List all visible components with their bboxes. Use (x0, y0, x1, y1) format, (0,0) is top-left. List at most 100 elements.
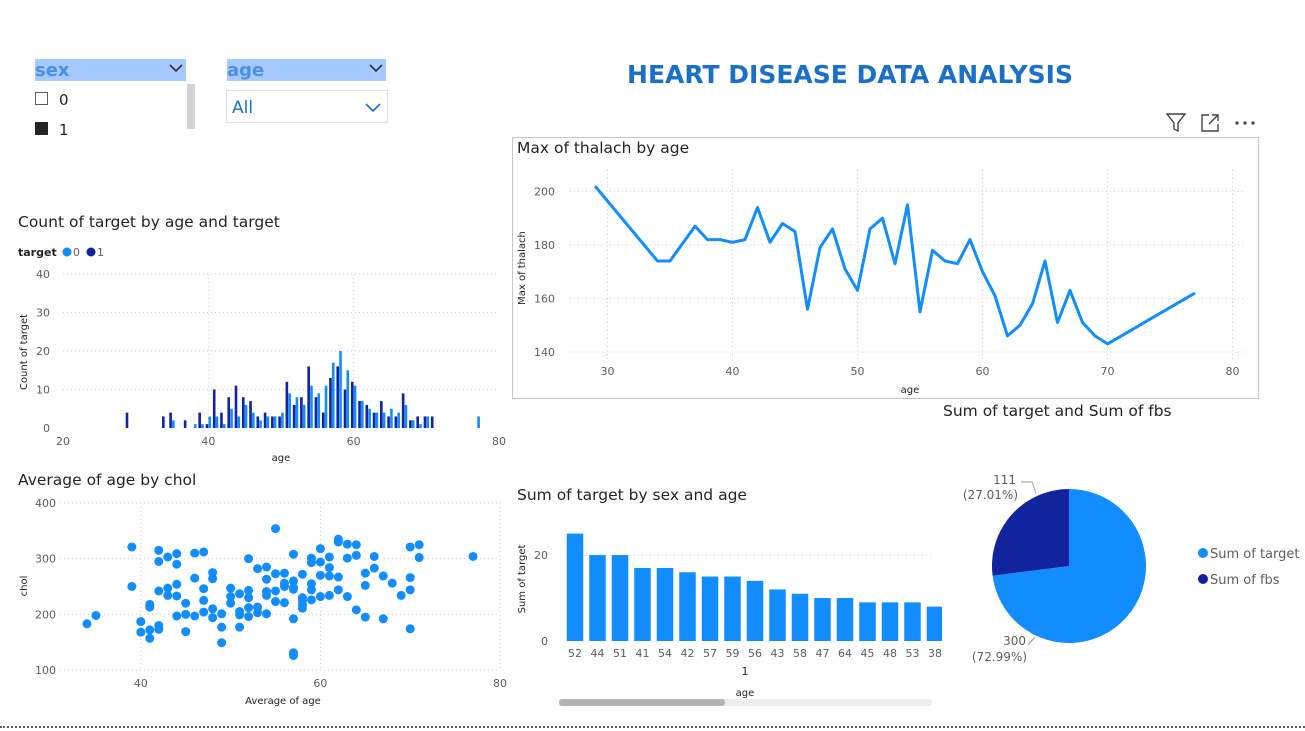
scatter-point (288, 648, 298, 658)
x-tick-label: 60 (976, 365, 990, 378)
bar-target-0 (252, 412, 255, 428)
bar-age-44 (589, 555, 606, 641)
sex-option-label: 1 (59, 121, 69, 139)
scatter-point (136, 627, 146, 637)
bar-age-38 (926, 606, 942, 641)
filter-icon[interactable] (1164, 112, 1188, 134)
bar-target-1 (125, 412, 129, 428)
bar-target-1 (372, 412, 376, 428)
sex-slicer-header[interactable]: sex (35, 59, 186, 81)
chevron-down-icon[interactable] (363, 98, 383, 118)
scatter-point (360, 568, 370, 578)
bar-target-0 (353, 385, 357, 428)
scatter-point (145, 599, 155, 609)
scatter-point (271, 597, 281, 607)
bar-target-0 (361, 401, 364, 428)
chart-title: Sum of target and Sum of fbs (943, 402, 1172, 420)
bar-target-1 (256, 416, 260, 428)
checkbox-checked-icon[interactable] (35, 122, 48, 135)
legend-label-target: Sum of target (1210, 547, 1299, 562)
scatter-point (172, 591, 182, 601)
chart-title: Count of target by age and target (18, 213, 280, 231)
max-thalach-chart: Max of thalach age 140 160 180 200 30 40 50 60 7… (517, 170, 1245, 396)
more-options-icon[interactable] (1232, 112, 1258, 134)
bar-target-1 (271, 416, 274, 428)
bar-target-0 (419, 424, 422, 428)
x-tick-label: 64 (838, 647, 852, 660)
y-tick-label: 160 (534, 292, 555, 305)
bar-age-53 (904, 602, 921, 641)
x-tick-label: 43 (771, 647, 785, 660)
pie-label-fbs-pct: (27.01%) (963, 488, 1018, 502)
scatter-point (271, 569, 281, 579)
bar-age-45 (859, 602, 876, 641)
bar-target-0 (477, 416, 480, 428)
scatter-point (172, 611, 182, 621)
y-tick-label: 20 (36, 345, 50, 358)
bar-target-0 (259, 420, 262, 428)
checkbox-icon[interactable] (35, 92, 48, 105)
bar-target-1 (350, 381, 354, 428)
focus-mode-icon[interactable] (1198, 112, 1222, 134)
bar-target-0 (266, 416, 270, 428)
age-slicer-title: age (227, 60, 265, 81)
x-tick-label: 52 (568, 647, 582, 660)
scatter-point (154, 586, 164, 596)
bar-age-47 (814, 598, 831, 641)
avg-age-chol-chart: chol Average of age 100 200 300 400 40 60 80 (19, 497, 507, 707)
scatter-point (405, 585, 415, 595)
x-tick-label: 60 (347, 435, 361, 448)
bar-age-51 (611, 555, 629, 641)
legend-label-0: 0 (73, 246, 80, 259)
chevron-down-icon[interactable] (166, 59, 186, 79)
bar-target-1 (329, 377, 332, 428)
scatter-point (271, 586, 281, 596)
bar-target-1 (321, 412, 325, 428)
sex-option-label: 0 (59, 91, 69, 109)
scatter-point (369, 563, 379, 573)
chevron-down-icon[interactable] (366, 59, 386, 79)
x-tick-label: 41 (636, 647, 650, 660)
y-tick-label: 30 (36, 307, 50, 320)
y-tick-label: 400 (35, 497, 56, 510)
x-tick-label: 80 (493, 677, 507, 690)
scatter-point (235, 589, 245, 599)
bar-target-0 (208, 416, 212, 428)
age-dropdown[interactable]: All (226, 90, 388, 123)
slicer-scrollbar[interactable] (187, 84, 195, 129)
bar-target-1 (387, 416, 390, 428)
pie-slice-fbs (991, 489, 1069, 576)
age-dropdown-value: All (232, 98, 254, 118)
bar-target-0 (375, 412, 379, 428)
bar-target-1 (401, 393, 405, 428)
scatter-point (288, 576, 298, 586)
scatter-point (217, 609, 227, 619)
scatter-point (271, 524, 281, 534)
x-tick-label: 44 (591, 647, 605, 660)
scatter-point (262, 574, 272, 584)
scatter-point (217, 638, 227, 648)
x-tick-label: 40 (201, 435, 215, 448)
y-axis-title: Sum of target (517, 545, 528, 614)
scatter-point (306, 585, 316, 595)
scatter-point (244, 554, 254, 564)
y-tick-label: 0 (541, 635, 548, 648)
bar-target-0 (215, 416, 219, 428)
chart-title: Max of thalach by age (517, 139, 690, 157)
y-tick-label: 200 (534, 185, 555, 198)
y-tick-label: 0 (43, 422, 50, 435)
scatter-point (262, 562, 272, 572)
horizontal-scrollbar-thumb[interactable] (559, 699, 725, 706)
scatter-point (405, 624, 415, 634)
bar-target-1 (423, 416, 427, 428)
x-tick-label: 57 (703, 647, 717, 660)
x-tick-label: 38 (928, 647, 942, 660)
age-slicer-header[interactable]: age (227, 59, 386, 81)
bar-target-1 (314, 397, 318, 428)
group-label: 1 (742, 665, 749, 678)
scatter-point (297, 599, 307, 609)
bar-target-0 (302, 404, 306, 428)
legend-title: target (18, 246, 57, 259)
scatter-point (342, 539, 352, 549)
scatter-point (127, 542, 137, 552)
